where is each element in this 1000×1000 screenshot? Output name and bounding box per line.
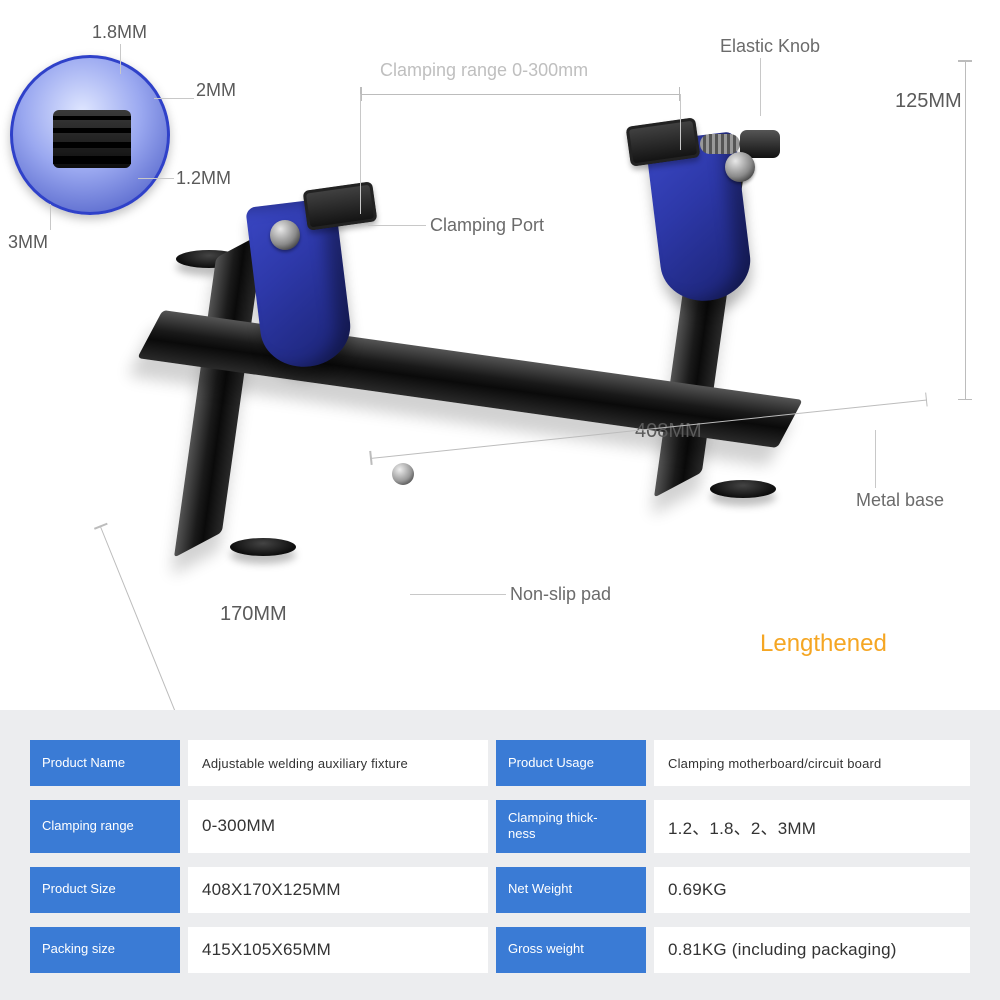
spec-key: Gross weight xyxy=(496,927,646,973)
spec-key: Product Usage xyxy=(496,740,646,786)
label-clamping-port: Clamping Port xyxy=(430,215,544,236)
inset-dim-3: 3MM xyxy=(8,232,48,253)
label-nonslip-pad: Non-slip pad xyxy=(510,584,611,605)
dim-height: 125MM xyxy=(895,90,962,113)
spec-key: Packing size xyxy=(30,927,180,973)
spec-key: Product Name xyxy=(30,740,180,786)
spec-key: Product Size xyxy=(30,867,180,913)
label-clamping-range: Clamping range 0-300mm xyxy=(380,60,588,81)
spec-key: Net Weight xyxy=(496,867,646,913)
spec-value: 0-300MM xyxy=(188,800,488,853)
spec-value: 0.81KG (including packaging) xyxy=(654,927,970,973)
spec-value: 408X170X125MM xyxy=(188,867,488,913)
inset-dim-1-8: 1.8MM xyxy=(92,22,147,43)
product-illustration xyxy=(80,130,910,580)
spec-value: Clamping motherboard/circuit board xyxy=(654,740,970,786)
dim-width: 170MM xyxy=(220,603,287,626)
label-elastic-knob: Elastic Knob xyxy=(720,36,820,57)
spec-key: Clamping thick- ness xyxy=(496,800,646,853)
spec-table: Product NameAdjustable welding auxiliary… xyxy=(30,740,970,973)
spec-panel: Product NameAdjustable welding auxiliary… xyxy=(0,710,1000,1000)
spec-value: 415X105X65MM xyxy=(188,927,488,973)
spec-value: 1.2、1.8、2、3MM xyxy=(654,800,970,853)
diagram-area: 1.8MM 2MM 1.2MM 3MM Elastic Knob Clampin… xyxy=(0,0,1000,695)
spec-value: 0.69KG xyxy=(654,867,970,913)
variant-label: Lengthened xyxy=(760,630,887,658)
inset-dim-2: 2MM xyxy=(196,80,236,101)
label-metal-base: Metal base xyxy=(856,490,944,511)
spec-key: Clamping range xyxy=(30,800,180,853)
spec-value: Adjustable welding auxiliary fixture xyxy=(188,740,488,786)
